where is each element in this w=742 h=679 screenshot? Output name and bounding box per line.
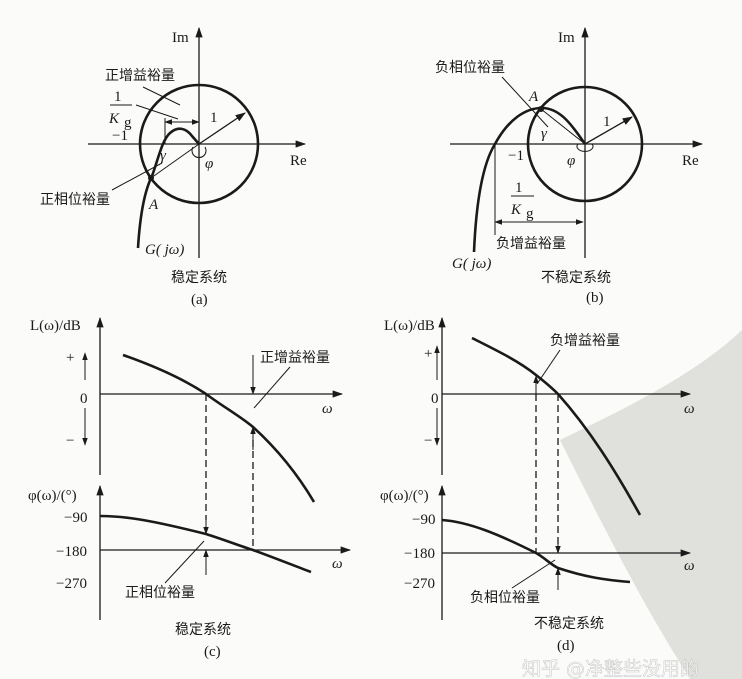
radius-label: 1 [603, 114, 611, 130]
gain-margin-label: 正增益裕量 [260, 350, 330, 366]
phase-margin-leader [111, 162, 163, 191]
point-a-label: A [528, 89, 539, 105]
phi-label: φ [567, 153, 575, 169]
mag-axis-label: L(ω)/dB [384, 318, 435, 334]
watermark-text: 知乎 @净整些没用的 [522, 658, 699, 679]
phase-axis-label: φ(ω)/(°) [28, 488, 77, 504]
tick-minus-270: −270 [404, 576, 435, 592]
nyquist-unstable-panel: Im Re 1 −1 φ γ A 负相位裕量 1 K g 负增益裕量 G( jω… [435, 26, 704, 306]
gain-margin-label: 负增益裕量 [496, 236, 566, 252]
nyquist-curve [472, 106, 587, 253]
frac-leader [135, 104, 179, 120]
plus-label: + [66, 350, 74, 366]
gain-margin-leader [253, 366, 291, 409]
phase-margin-label: 正相位裕量 [125, 585, 195, 601]
frac-k: K [108, 111, 120, 127]
gain-margin-leader [536, 349, 561, 385]
phi-arc [576, 143, 594, 152]
tick-minus-90: −90 [412, 512, 435, 528]
phi-label: φ [205, 156, 213, 172]
re-label: Re [290, 153, 307, 169]
caption: 不稳定系统 [541, 270, 611, 286]
bode-stable-panel: L(ω)/dB + 0 − ω φ(ω)/(°) −90 −180 −270 ω… [28, 316, 352, 660]
frac-sub: g [526, 206, 534, 222]
frac-numerator: 1 [114, 89, 122, 105]
phase-margin-leader [501, 76, 549, 128]
radius-arrow [584, 116, 633, 145]
zero-label: 0 [431, 391, 439, 407]
gain-margin-leader [142, 86, 181, 106]
omega-label: ω [684, 401, 695, 417]
phase-margin-label: 负相位裕量 [470, 590, 540, 606]
tick-minus-90: −90 [64, 510, 87, 526]
phase-line [540, 108, 586, 145]
unit-circle [138, 83, 260, 205]
phase-line [150, 143, 200, 179]
point-a-label: A [148, 197, 159, 213]
omega-label: ω [684, 558, 695, 574]
unit-circle [526, 85, 644, 203]
phase-margin-label: 负相位裕量 [435, 60, 505, 76]
mag-axis-label: L(ω)/dB [30, 318, 81, 334]
minus-label: − [66, 433, 74, 449]
minus-one-label: −1 [508, 148, 524, 164]
panel-label: (d) [557, 638, 575, 654]
frac-numerator: 1 [515, 180, 523, 196]
im-label: Im [558, 30, 575, 46]
phi-arc [191, 146, 207, 159]
minus-one-label: −1 [112, 128, 128, 144]
panel-label: (a) [191, 292, 208, 308]
gain-margin-label: 负增益裕量 [550, 333, 620, 349]
phase-margin-label: 正相位裕量 [40, 192, 110, 208]
radius-label: 1 [210, 110, 218, 126]
gain-margin-label: 正增益裕量 [105, 68, 175, 84]
tick-minus-180: −180 [56, 544, 87, 560]
caption: 不稳定系统 [534, 616, 604, 632]
magnitude-curve [471, 336, 642, 516]
caption: 稳定系统 [175, 622, 231, 638]
omega-label: ω [332, 556, 343, 572]
tick-minus-270: −270 [56, 576, 87, 592]
magnitude-curve [122, 353, 316, 503]
radius-arrow [198, 112, 246, 145]
bode-unstable-panel: L(ω)/dB + 0 − ω φ(ω)/(°) −90 −180 −270 ω… [380, 316, 695, 654]
curve-label: G( jω) [145, 242, 184, 258]
phase-curve [441, 518, 631, 584]
plus-label: + [424, 346, 432, 362]
phase-axis-label: φ(ω)/(°) [380, 488, 429, 504]
curve-label: G( jω) [452, 256, 491, 272]
phase-margin-leader [164, 540, 205, 584]
minus-label: − [424, 433, 432, 449]
frac-sub: g [124, 115, 132, 131]
gamma-label: γ [160, 148, 167, 164]
omega-label: ω [322, 401, 333, 417]
caption: 稳定系统 [171, 270, 227, 286]
phase-curve [99, 514, 312, 574]
frac-k: K [510, 202, 522, 218]
tick-minus-180: −180 [404, 546, 435, 562]
gamma-label: γ [541, 126, 548, 142]
nyquist-curve [136, 127, 200, 249]
im-label: Im [172, 30, 189, 46]
watermark-background [560, 330, 742, 679]
nyquist-stable-panel: Im Re 1 −1 1 K g 正增益裕量 γ φ 正相位裕量 A G( jω… [40, 26, 307, 308]
phase-margin-leader [511, 559, 556, 589]
panel-label: (c) [204, 644, 221, 660]
zero-label: 0 [80, 391, 88, 407]
re-label: Re [682, 153, 699, 169]
panel-label: (b) [586, 290, 604, 306]
